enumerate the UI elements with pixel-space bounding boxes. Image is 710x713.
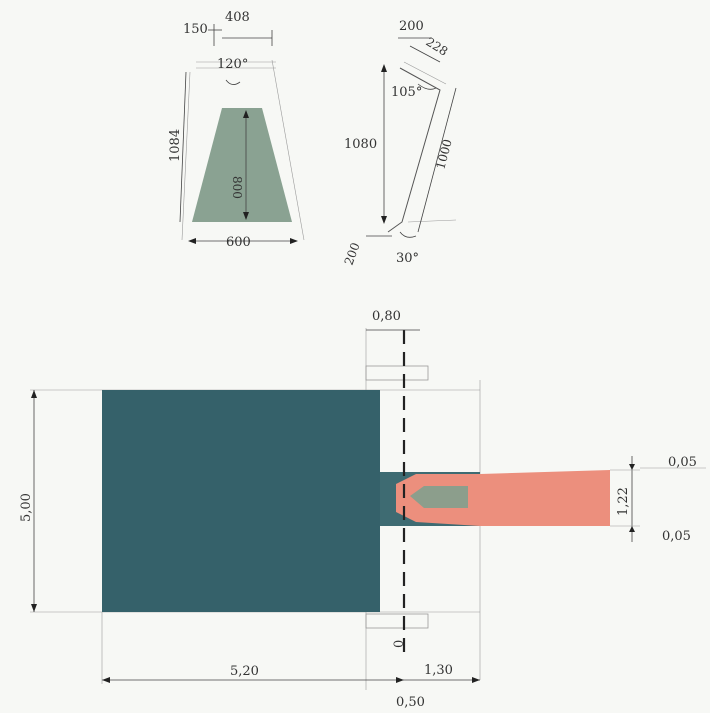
dim-1-22: 1,22 <box>616 487 631 516</box>
trapezoid-section <box>192 108 292 222</box>
gate-top <box>365 365 429 381</box>
dim-200-top: 200 <box>399 19 424 34</box>
dim-0-05-top: 0,05 <box>668 455 697 470</box>
model-inner-trapezoid <box>410 486 468 508</box>
dim-800: 800 <box>230 176 244 199</box>
angle-105: 105° <box>391 85 422 100</box>
dim-408: 408 <box>225 10 250 25</box>
axis-label-0: 0 <box>392 640 407 648</box>
gate-bottom <box>365 613 429 629</box>
dim-0-80: 0,80 <box>372 309 401 324</box>
dim-1080: 1080 <box>344 137 377 152</box>
dim-1000: 1000 <box>433 138 454 171</box>
tank-block <box>102 390 380 612</box>
dim-1084: 1084 <box>168 129 183 162</box>
angle-120: 120° <box>217 57 248 72</box>
side-profile-detail: 200 228 105° 1080 1000 200 30° <box>342 19 457 267</box>
dim-200-bottom: 200 <box>342 241 363 267</box>
angle-30: 30° <box>396 251 419 266</box>
model-block <box>396 470 610 526</box>
flume-plan: 0 0,80 5,00 0,05 1,22 0,05 5,20 1,30 0,5… <box>19 309 706 710</box>
dim-0-05-bottom: 0,05 <box>662 529 691 544</box>
dim-150: 150 <box>183 22 208 37</box>
dim-1-30: 1,30 <box>424 663 453 678</box>
dim-600: 600 <box>226 235 251 250</box>
dim-5-20: 5,20 <box>230 664 259 679</box>
dim-0-50: 0,50 <box>396 695 425 710</box>
dim-5-00: 5,00 <box>19 493 34 522</box>
trapezoid-section-detail: 150 408 120° 1084 800 600 <box>168 10 305 250</box>
